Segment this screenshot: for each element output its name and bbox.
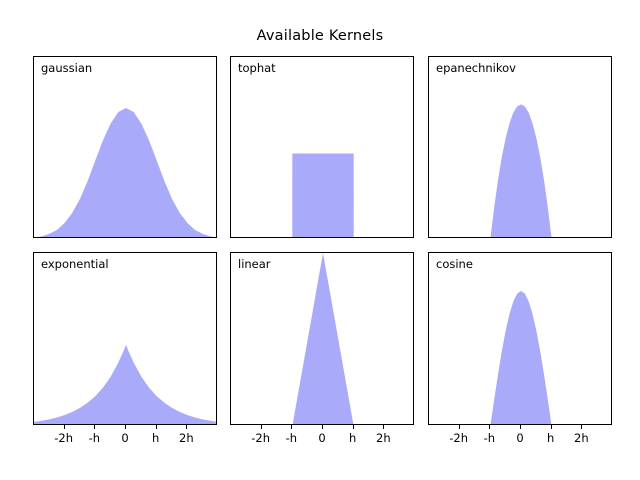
x-tick-label: -2h — [449, 431, 469, 445]
x-tick-label: h — [547, 431, 555, 445]
x-tick-mark — [581, 425, 583, 429]
plot-area-exponential — [34, 253, 216, 424]
subplot-label-tophat: tophat — [238, 61, 276, 75]
kernel-fill-tophat — [292, 153, 354, 237]
plot-area-epanechnikov — [429, 57, 611, 237]
x-axis-column-0: -2h -h 0 h 2h — [0, 0, 640, 445]
kernel-fill-linear — [292, 253, 354, 424]
x-tick-label: 2h — [179, 431, 194, 445]
subplot-label-epanechnikov: epanechnikov — [436, 61, 516, 75]
x-tick-label: 0 — [121, 431, 129, 445]
x-tick-label: -2h — [54, 431, 74, 445]
subplot-label-gaussian: gaussian — [41, 61, 93, 75]
subplot-label-exponential: exponential — [41, 257, 109, 271]
subplot-linear: linear — [230, 252, 414, 425]
x-tick-mark — [550, 425, 552, 429]
x-tick-mark — [155, 425, 157, 429]
x-tick-label: 0 — [516, 431, 524, 445]
x-tick-mark — [125, 425, 127, 429]
subplot-exponential: exponential — [33, 252, 217, 425]
x-tick-label: -h — [285, 431, 298, 445]
x-tick-mark — [322, 425, 324, 429]
kernel-curve-gaussian — [37, 107, 215, 237]
x-tick-label: -h — [88, 431, 101, 445]
x-tick-mark — [186, 425, 188, 429]
x-tick-mark — [94, 425, 96, 429]
x-tick-label: h — [349, 431, 357, 445]
subplot-label-linear: linear — [238, 257, 271, 271]
x-tick-label: -h — [483, 431, 496, 445]
x-tick-label: h — [152, 431, 160, 445]
kernel-curve-linear — [292, 253, 354, 424]
x-tick-mark — [352, 425, 354, 429]
kernel-curve-exponential — [34, 344, 216, 424]
kernel-fill-epanechnikov — [490, 104, 552, 237]
x-tick-label: -2h — [251, 431, 271, 445]
kernel-fill-gaussian — [37, 107, 215, 237]
subplot-gaussian: gaussian — [33, 56, 217, 238]
x-tick-mark — [63, 425, 65, 429]
x-axis-column-1: -2h -h 0 h 2h — [0, 0, 640, 445]
subplot-cosine: cosine — [428, 252, 612, 425]
x-tick-mark — [489, 425, 491, 429]
x-tick-mark — [260, 425, 262, 429]
x-tick-label: 2h — [376, 431, 391, 445]
page-title: Available Kernels — [256, 28, 384, 44]
kernel-fill-exponential — [34, 344, 216, 424]
subplot-label-cosine: cosine — [436, 257, 473, 271]
subplot-tophat: tophat — [230, 56, 414, 238]
plot-area-cosine — [429, 253, 611, 424]
x-tick-mark — [520, 425, 522, 429]
subplot-epanechnikov: epanechnikov — [428, 56, 612, 238]
kernel-fill-cosine — [490, 291, 552, 424]
x-tick-mark — [291, 425, 293, 429]
plot-area-tophat — [231, 57, 413, 237]
x-tick-label: 2h — [574, 431, 589, 445]
x-tick-mark — [458, 425, 460, 429]
kernel-curve-cosine — [490, 291, 552, 424]
x-tick-label: 0 — [318, 431, 326, 445]
x-tick-mark — [383, 425, 385, 429]
x-axis-column-2: -2h -h 0 h 2h — [0, 0, 640, 445]
kernel-curve-epanechnikov — [490, 104, 552, 237]
plot-area-linear — [231, 253, 413, 424]
plot-area-gaussian — [34, 57, 216, 237]
kernel-curve-tophat — [292, 153, 354, 237]
